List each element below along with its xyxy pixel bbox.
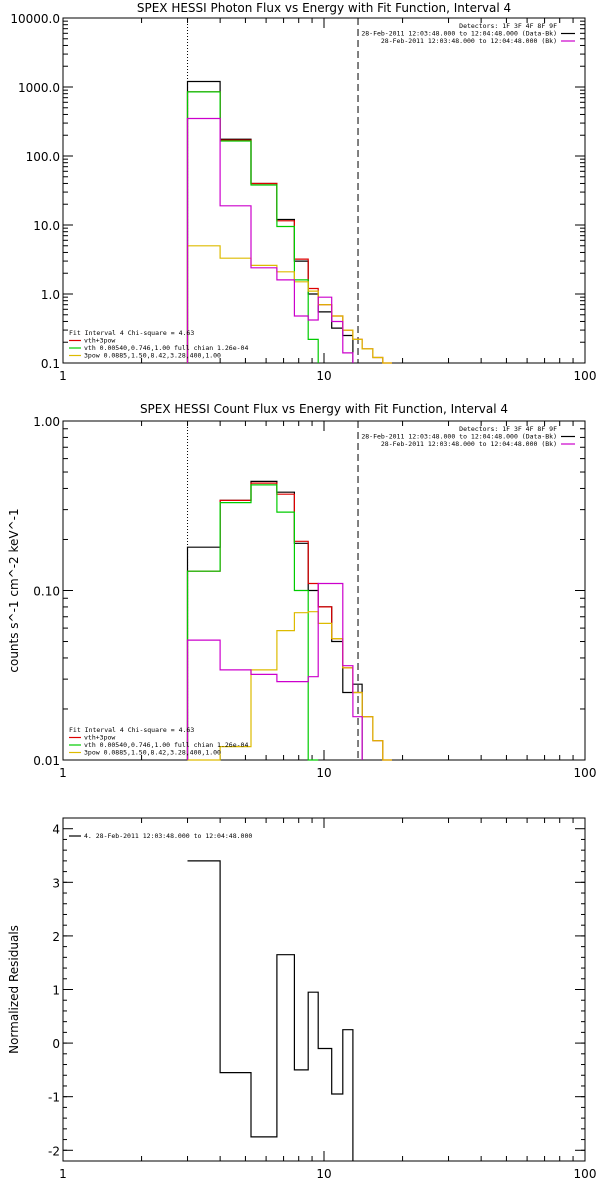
series-0 xyxy=(187,860,354,1161)
x-tick-label: 1 xyxy=(59,766,67,780)
y-tick-label: 0 xyxy=(52,1037,60,1051)
y-tick-label: 10000.0 xyxy=(10,12,60,26)
legend-entry: 28-Feb-2011 12:03:48.000 to 12:04:48.000… xyxy=(381,37,557,45)
x-tick-label: 1 xyxy=(59,1167,67,1181)
legend-entry: Detectors: 1F 3F 4F 8F 9F xyxy=(459,425,557,433)
y-tick-label: 1.0 xyxy=(41,288,60,302)
chart-title: SPEX HESSI Photon Flux vs Energy with Fi… xyxy=(137,1,511,15)
y-tick-label: 0.01 xyxy=(33,754,60,768)
series-3 xyxy=(187,611,392,761)
x-tick-label: 10 xyxy=(316,766,331,780)
legend-entry: 3pow 0.0885,1.50,8.42,3.28,400,1.00 xyxy=(84,749,221,757)
x-tick-label: 100 xyxy=(574,766,597,780)
legend-entry: 28-Feb-2011 12:03:48.000 to 12:04:48.000… xyxy=(381,440,557,448)
chart-panel-2: SPEX HESSI Count Flux vs Energy with Fit… xyxy=(7,402,596,780)
x-tick-label: 1 xyxy=(59,369,67,383)
y-tick-label: 10.0 xyxy=(33,219,60,233)
plot-frame xyxy=(62,420,586,761)
legend-entry: 28-Feb-2011 12:03:48.000 to 12:04:48.000… xyxy=(361,30,557,38)
y-tick-label: 1000.0 xyxy=(18,81,60,95)
legend-entry: Fit Interval 4 Chi-square = 4.63 xyxy=(69,329,194,337)
y-axis-label: Normalized Residuals xyxy=(7,925,21,1054)
x-tick-label: 10 xyxy=(316,369,331,383)
chart-panel-1: SPEX HESSI Photon Flux vs Energy with Fi… xyxy=(10,1,596,383)
y-tick-label: 100.0 xyxy=(26,150,60,164)
x-tick-label: 100 xyxy=(574,1167,597,1181)
x-tick-label: 10 xyxy=(316,1167,331,1181)
series-2 xyxy=(186,484,319,761)
legend-entry: vth+3pow xyxy=(84,337,115,345)
chart-panel-3: 1 10 100 -2 -1 0 1 2 3 4 Normalized Residuals 4. 28… xyxy=(7,817,597,1181)
legend-entry: 3pow 0.0885,1.50,8.42,3.28,400,1.00 xyxy=(84,352,221,360)
x-tick-label: 100 xyxy=(574,369,597,383)
legend-entry: 4. 28-Feb-2011 12:03:48.000 to 12:04:48.… xyxy=(84,832,252,840)
plot-frame xyxy=(62,817,586,1162)
y-tick-label: -2 xyxy=(48,1144,60,1158)
legend-entry: vth+3pow xyxy=(84,734,115,742)
legend-entry: Detectors: 1F 3F 4F 8F 9F xyxy=(459,22,557,30)
y-tick-label: 3 xyxy=(52,876,60,890)
y-axis-label: counts s^-1 cm^-2 keV^-1 xyxy=(7,508,21,672)
y-tick-label: -1 xyxy=(48,1091,60,1105)
series-4 xyxy=(186,582,363,760)
y-tick-label: 1 xyxy=(52,984,60,998)
series-4 xyxy=(186,117,354,363)
plot-frame xyxy=(62,17,586,364)
series-2 xyxy=(186,91,319,363)
y-tick-label: 4 xyxy=(52,823,60,837)
series-0 xyxy=(186,80,354,363)
y-tick-label: 1.00 xyxy=(33,415,60,429)
y-tick-label: 0.10 xyxy=(33,585,60,599)
legend-entry: vth 0.00540,0.746,1.00 full chian 1.26e-… xyxy=(84,344,248,352)
series-1 xyxy=(186,482,392,761)
y-tick-label: 2 xyxy=(52,930,60,944)
legend-entry: Fit Interval 4 Chi-square = 4.63 xyxy=(69,726,194,734)
legend-entry: vth 0.00540,0.746,1.00 full chian 1.26e-… xyxy=(84,741,248,749)
chart-title: SPEX HESSI Count Flux vs Energy with Fit… xyxy=(140,402,508,416)
legend-entry: 28-Feb-2011 12:03:48.000 to 12:04:48.000… xyxy=(361,433,557,441)
series-1 xyxy=(186,91,392,364)
y-tick-label: 0.1 xyxy=(41,357,60,371)
series-0 xyxy=(186,480,363,760)
